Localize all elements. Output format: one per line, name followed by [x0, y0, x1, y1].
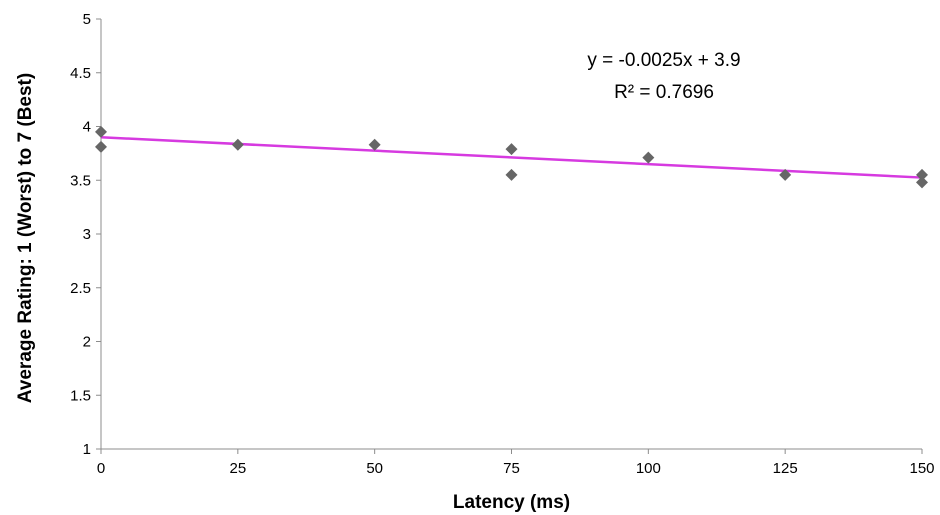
data-points [95, 125, 928, 189]
x-tick-label: 50 [366, 460, 383, 477]
y-tick-label: 4 [83, 119, 91, 136]
data-point [368, 138, 381, 151]
y-tick-label: 5 [83, 11, 91, 28]
y-tick-label: 1.5 [70, 387, 91, 404]
data-point [916, 176, 928, 189]
x-tick-label: 75 [503, 460, 520, 477]
data-point [916, 168, 928, 181]
y-tick-label: 1 [83, 441, 91, 458]
y-tick-label: 4.5 [70, 65, 91, 82]
x-tick-label: 150 [909, 460, 934, 477]
y-tick-label: 3 [83, 226, 91, 243]
data-point [779, 168, 792, 181]
x-tick-label: 125 [773, 460, 798, 477]
x-axis-ticks: 0 25 50 75 100 125 150 [97, 449, 935, 477]
data-point [505, 143, 518, 156]
y-tick-label: 2.5 [70, 280, 91, 297]
data-point [642, 151, 655, 164]
x-tick-label: 25 [229, 460, 246, 477]
x-tick-label: 100 [636, 460, 661, 477]
y-tick-label: 3.5 [70, 172, 91, 189]
data-point [505, 168, 518, 181]
y-tick-label: 2 [83, 334, 91, 351]
data-point [231, 138, 244, 151]
x-axis-title: Latency (ms) [453, 492, 570, 513]
data-point [95, 140, 107, 153]
trendline-r-squared: R² = 0.7696 [614, 82, 714, 103]
trendline-equation: y = -0.0025x + 3.9 [587, 50, 740, 71]
data-point [95, 125, 107, 138]
x-tick-label: 0 [97, 460, 105, 477]
y-axis-ticks: 1 1.5 2 2.5 3 3.5 4 4.5 5 [70, 11, 101, 458]
y-axis-title: Average Rating: 1 (Worst) to 7 (Best) [15, 73, 36, 403]
